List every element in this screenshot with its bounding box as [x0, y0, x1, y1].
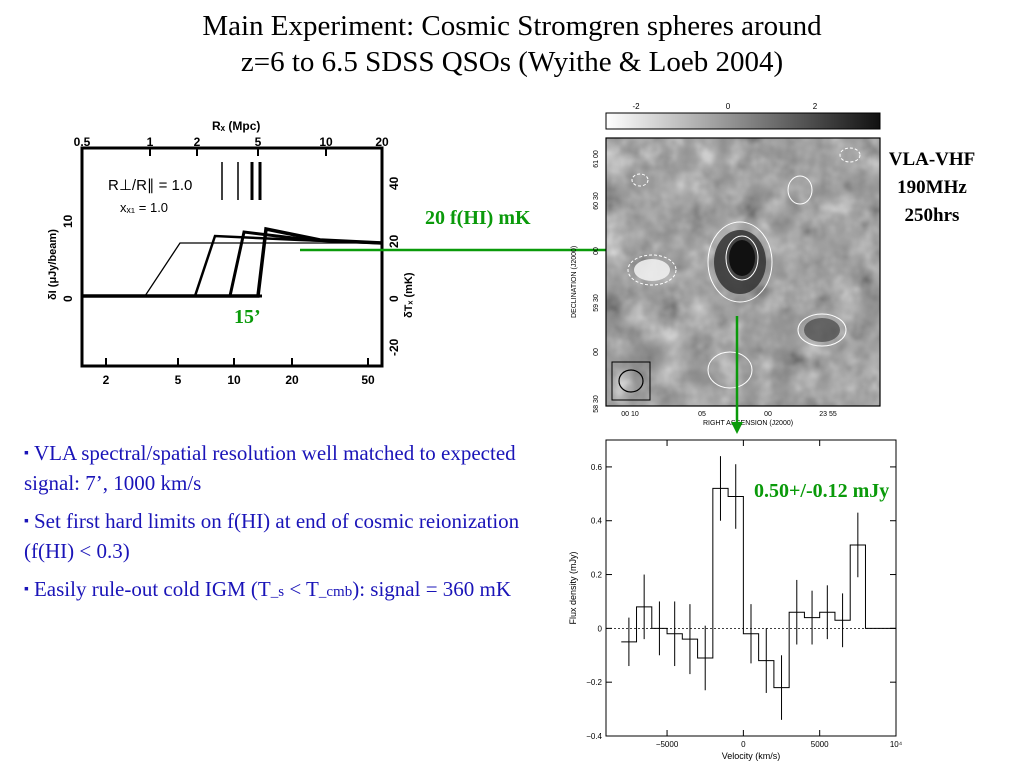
spectrum-ytick-label: −0.4 [586, 732, 602, 741]
spectrum-xtick-label: 0 [741, 740, 746, 749]
bullet-3-post: ): signal = 360 mK [352, 577, 512, 601]
model-top-axis-label: Rₓ (Mpc) [212, 119, 260, 133]
telescope-frequency: 190MHz [897, 177, 967, 198]
bullet-2: ▪ Set first hard limits on f(HI) at end o… [24, 508, 569, 565]
map-beam [618, 369, 644, 393]
size-label: 15’ [234, 306, 261, 328]
map-xtick-4: 23 55 [819, 411, 837, 418]
model-bottom-tick: 10 [227, 373, 241, 387]
model-bottom-tick: 5 [175, 373, 182, 387]
map-ytick-3: 00 [593, 247, 600, 255]
spectrum-plot: 0.6 0.4 0.2 0 −0.2 −0.4 −5000 0 5000 10⁴ Velocity … [568, 439, 903, 761]
model-top-tick: 0.5 [74, 135, 91, 149]
map-xtick-3: 00 [764, 411, 772, 418]
model-right-tick-20: 20 [387, 234, 401, 248]
bullet-1-text: VLA spectral/spatial resolution well mat… [24, 441, 516, 495]
spectrum-xtick-label: 5000 [811, 740, 829, 749]
title-line-2: z=6 to 6.5 SDSS QSOs (Wyithe & Loeb 2004… [240, 46, 784, 78]
colorbar-tick-0: 0 [726, 102, 731, 111]
colorbar-tick-2: 2 [813, 102, 818, 111]
map-ytick-5: 00 [593, 348, 600, 356]
map-xtick-1: 00 10 [621, 411, 639, 418]
model-plot-frame [80, 146, 384, 368]
map-ytick-4: 59 30 [593, 294, 600, 312]
model-top-tick: 20 [375, 135, 389, 149]
model-right-tick-40: 40 [387, 176, 401, 190]
model-right-tick-0: 0 [387, 295, 401, 302]
bullet-3-sub-cmb: _cmb [318, 584, 353, 600]
model-left-tick-10: 10 [61, 214, 75, 228]
bullet-list: ▪ VLA spectral/spatial resolution well ma… [24, 440, 569, 617]
telescope-name: VLA-VHF [888, 149, 976, 170]
model-legend-line-1: R⊥/R∥ = 1.0 [108, 177, 192, 194]
bullet-marker-icon: ▪ [24, 514, 29, 529]
spectrum-xlabel: Velocity (km/s) [722, 751, 781, 761]
map-ytick-6: 58 30 [593, 395, 600, 413]
model-top-tick: 1 [147, 135, 154, 149]
map-frame [605, 137, 881, 407]
map-colorbar [605, 112, 881, 130]
model-right-axis-label: δTₓ (mK) [403, 272, 415, 318]
model-top-tick: 10 [319, 135, 333, 149]
spectrum-ytick-label: −0.2 [586, 678, 602, 687]
flux-label: 0.50+/-0.12 mJy [754, 480, 890, 502]
map-ytick-1: 61 00 [593, 150, 600, 168]
bullet-3-pre: Easily rule-out cold IGM (T [33, 577, 271, 601]
map-xtick-2: 05 [698, 411, 706, 418]
bullet-3-sub-s: _s [270, 584, 285, 600]
model-right-tick-minus20: -20 [387, 338, 401, 356]
title-line-1: Main Experiment: Cosmic Stromgren sphere… [202, 10, 822, 42]
map-ylabel: DECLINATION (J2000) [571, 246, 578, 318]
radio-map: -2 0 2 DECLINATION (J2000) 61 00 60 30 0… [571, 102, 881, 427]
bullet-3: ▪ Easily rule-out cold IGM (T_s < T_cmb):… [24, 576, 569, 606]
bullet-3-mid: < T [284, 577, 319, 601]
model-plot: Rₓ (Mpc) 0.5 1 2 5 10 20 2 5 10 20 50 δI (μJy/bea… [47, 119, 415, 387]
model-bottom-tick: 20 [285, 373, 299, 387]
model-left-axis-label: δI (μJy/beam) [47, 229, 59, 300]
bullet-marker-icon: ▪ [24, 446, 29, 461]
map-xlabel: RIGHT ASCENSION (J2000) [703, 420, 793, 427]
bullet-marker-icon: ▪ [24, 582, 29, 597]
spectrum-xtick-label: −5000 [656, 740, 679, 749]
spectrum-xtick-label: 10⁴ [890, 740, 903, 749]
map-ytick-2: 60 30 [593, 192, 600, 210]
spectrum-ytick-label: 0.6 [591, 463, 603, 472]
spectrum-ylabel: Flux density (mJy) [568, 551, 578, 624]
signal-label: 20 f(HI) mK [425, 207, 531, 229]
bullet-1: ▪ VLA spectral/spatial resolution well ma… [24, 440, 569, 497]
spectrum-ytick-label: 0.2 [591, 571, 603, 580]
model-bottom-tick: 50 [361, 373, 375, 387]
model-top-tick: 2 [194, 135, 201, 149]
pointer-arrowhead-down [731, 422, 743, 434]
model-bottom-tick: 2 [103, 373, 110, 387]
telescope-info: VLA-VHF 190MHz 250hrs [878, 146, 986, 230]
spectrum-frame [605, 439, 897, 737]
model-top-tick: 5 [255, 135, 262, 149]
model-left-tick-0: 0 [61, 295, 75, 302]
spectrum-ytick-label: 0 [598, 624, 603, 633]
model-legend-line-2: xₓ₁ = 1.0 [120, 200, 168, 215]
spectrum-ytick-label: 0.4 [591, 517, 603, 526]
bullet-2-text: Set first hard limits on f(HI) at end of… [24, 509, 520, 563]
spectrum-histogram [621, 487, 896, 689]
telescope-time: 250hrs [904, 205, 960, 226]
slide-title: Main Experiment: Cosmic Stromgren sphere… [0, 8, 1024, 80]
colorbar-tick-minus2: -2 [632, 102, 640, 111]
